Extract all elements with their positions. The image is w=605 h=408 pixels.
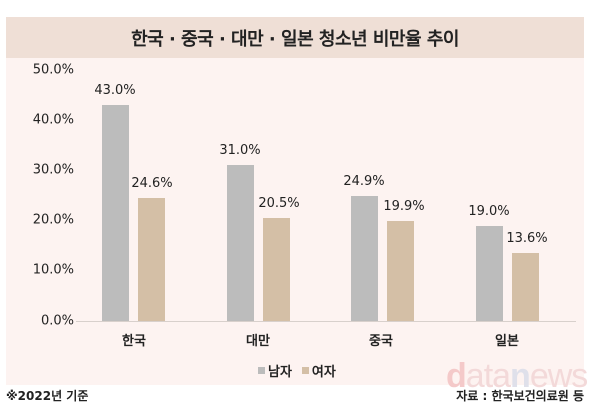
legend-swatch-female bbox=[301, 367, 309, 374]
x-axis-line bbox=[76, 321, 576, 322]
source-note: 자료 : 한국보건의료원 등 bbox=[456, 389, 584, 403]
value-label-male: 43.0% bbox=[94, 83, 136, 99]
category-label: 중국 bbox=[369, 334, 393, 349]
bar-male bbox=[102, 105, 129, 321]
legend: 남자 여자 bbox=[258, 361, 342, 380]
legend-label: 여자 bbox=[311, 365, 336, 380]
legend-label: 남자 bbox=[268, 365, 292, 380]
value-label-male: 19.0% bbox=[468, 203, 510, 219]
value-label-female: 13.6% bbox=[506, 230, 548, 246]
category-label: 한국 bbox=[122, 334, 146, 349]
legend-item-female: 여자 bbox=[301, 361, 336, 380]
value-label-female: 19.9% bbox=[383, 199, 425, 215]
y-tick-label: 40.0% bbox=[32, 112, 74, 128]
value-label-female: 24.6% bbox=[131, 175, 173, 191]
bar-female bbox=[138, 197, 165, 321]
y-tick-label: 20.0% bbox=[32, 212, 74, 228]
legend-swatch-male bbox=[258, 367, 265, 374]
category-label: 일본 bbox=[495, 334, 519, 349]
legend-item-male: 남자 bbox=[258, 361, 292, 380]
bar-female bbox=[387, 221, 414, 321]
category-label: 대만 bbox=[246, 334, 270, 349]
plot-area: 50.0% 40.0% 30.0% 20.0% 10.0% 0.0% 43.0%… bbox=[6, 58, 584, 385]
value-label-male: 31.0% bbox=[219, 143, 261, 159]
watermark-part: ews bbox=[529, 357, 588, 395]
value-label-male: 24.9% bbox=[343, 174, 385, 189]
bar-male bbox=[351, 196, 378, 321]
bar-female bbox=[263, 218, 290, 321]
bar-male bbox=[227, 165, 254, 321]
chart-panel: 한국 · 중국 · 대만 · 일본 청소년 비만율 추이 50.0% 40.0%… bbox=[6, 17, 588, 395]
bar-male bbox=[476, 225, 503, 321]
y-tick-label: 30.0% bbox=[32, 162, 74, 178]
watermark-logo: datanews bbox=[446, 357, 588, 396]
chart-title: 한국 · 중국 · 대만 · 일본 청소년 비만율 추이 bbox=[6, 17, 584, 58]
y-tick-label: 0.0% bbox=[40, 313, 74, 329]
watermark-part: ata bbox=[465, 357, 511, 395]
bar-female bbox=[512, 252, 539, 321]
y-tick-label: 10.0% bbox=[32, 262, 74, 278]
footnote: ※2022년 기준 bbox=[6, 389, 89, 403]
y-tick-label: 50.0% bbox=[32, 62, 74, 78]
watermark-part: d bbox=[446, 357, 467, 395]
value-label-female: 20.5% bbox=[258, 196, 300, 212]
watermark-part: n bbox=[510, 357, 531, 395]
